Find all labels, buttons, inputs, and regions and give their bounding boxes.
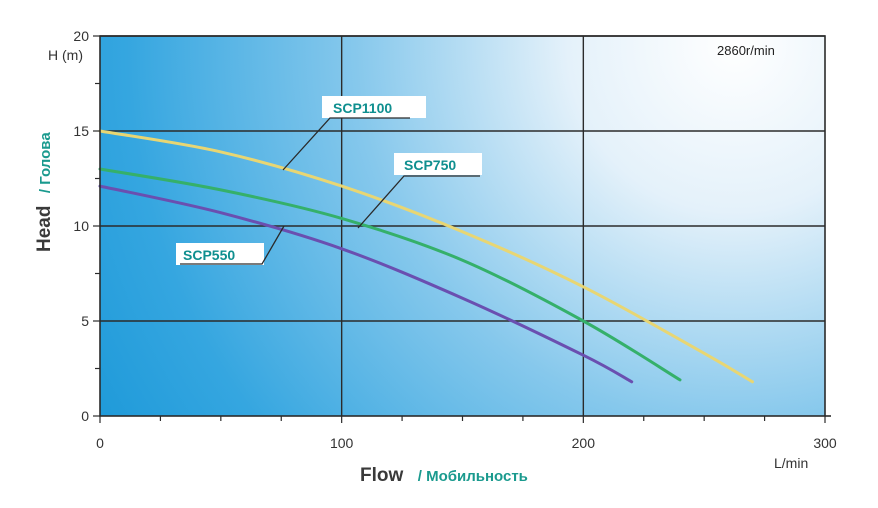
x-tick-label: 100 <box>330 435 354 451</box>
x-unit-label: L/min <box>774 455 808 471</box>
series-layer <box>98 129 754 384</box>
axes <box>93 35 831 423</box>
series-label-scp1100: SCP1100 <box>282 96 426 171</box>
series-label-text: SCP550 <box>183 247 235 263</box>
series-label-box <box>322 96 426 118</box>
y-tick-label: 20 <box>73 28 89 44</box>
x-tick-label: 300 <box>813 435 837 451</box>
series-line-scp550 <box>98 184 634 384</box>
series-label-box <box>176 243 264 265</box>
y-axis-title: Head / Голова <box>34 132 55 252</box>
tick-labels: 0 100 200 300 0 5 10 15 20 <box>73 28 836 451</box>
y-unit-label: H (m) <box>48 47 83 63</box>
x-axis-sublabel: / Мобильность <box>418 468 528 485</box>
y-tick-label: 5 <box>81 313 89 329</box>
leader-line <box>357 175 480 229</box>
series-labels: SCP1100 SCP750 SCP550 <box>176 96 482 265</box>
series-label-box <box>394 153 482 175</box>
x-tick-label: 200 <box>572 435 596 451</box>
y-tick-label: 10 <box>73 218 89 234</box>
y-tick-label: 15 <box>73 123 89 139</box>
x-axis-title: Flow / Мобильность <box>360 465 528 486</box>
leader-line <box>282 117 410 171</box>
series-line-scp1100 <box>98 129 754 384</box>
y-tick-label: 0 <box>81 408 89 424</box>
x-axis-label: Flow <box>360 465 403 486</box>
series-label-text: SCP750 <box>404 157 456 173</box>
y-axis-label: Head <box>34 206 55 252</box>
series-line-scp750 <box>98 167 682 382</box>
series-label-scp750: SCP750 <box>357 153 482 229</box>
series-label-text: SCP1100 <box>333 100 392 116</box>
leader-line <box>180 225 285 265</box>
series-label-scp550: SCP550 <box>176 225 285 265</box>
y-axis-sublabel: / Голова <box>37 132 54 193</box>
speed-label: 2860r/min <box>717 43 775 58</box>
x-tick-label: 0 <box>96 435 104 451</box>
